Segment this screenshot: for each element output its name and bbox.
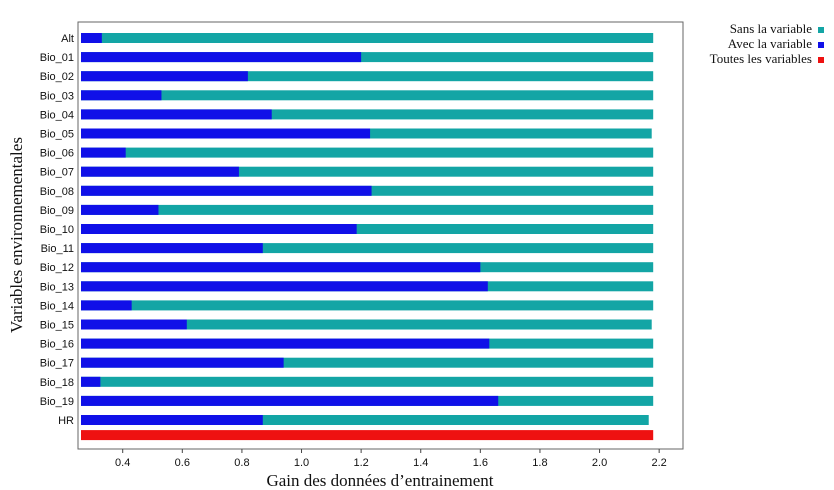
legend-swatch-avec: [818, 42, 824, 48]
bar-avec-bio-16: [81, 338, 490, 349]
x-tick-label: 2.2: [652, 457, 667, 469]
legend-label-avec: Avec la variable: [728, 36, 812, 51]
y-tick-label: Bio_17: [40, 358, 74, 370]
y-tick-label: Bio_18: [40, 377, 74, 389]
bar-avec-bio-18: [81, 376, 101, 387]
bar-avec-bio-11: [81, 243, 263, 254]
bar-avec-alt: [81, 33, 102, 43]
bar-avec-hr: [81, 415, 263, 425]
y-tick-labels: Alt Bio_01 Bio_02 Bio_03 Bio_04 Bio_05 Bio_06 B…: [40, 33, 74, 427]
y-tick-label: Bio_14: [40, 300, 74, 312]
bar-sans-bio-06: [81, 147, 654, 158]
bar-sans-bio-04: [81, 109, 654, 120]
bar-sans-bio-07: [81, 166, 654, 177]
bar-avec-bio-03: [81, 90, 162, 101]
bar-sans-bio-10: [81, 224, 654, 234]
y-tick-label: Bio_11: [41, 243, 74, 255]
bar-sans-bio-15: [81, 319, 652, 330]
y-tick-label: Bio_01: [40, 52, 74, 64]
bar-sans-bio-02: [81, 71, 654, 82]
y-tick-label: Bio_06: [40, 148, 74, 160]
y-tick-label: Bio_19: [40, 396, 74, 408]
x-tick-label: 0.4: [115, 457, 130, 469]
bar-avec-bio-17: [81, 357, 284, 368]
bar-sans-bio-09: [81, 204, 654, 215]
x-tick-label: 1.4: [413, 457, 428, 469]
y-tick-label: Bio_05: [40, 129, 74, 141]
y-tick-label: Bio_03: [40, 90, 74, 102]
y-tick-label: Bio_07: [40, 167, 74, 179]
y-tick-label: Alt: [61, 33, 74, 45]
x-axis-title: Gain des données d’entrainement: [266, 471, 493, 490]
x-tick-label: 1.2: [353, 457, 368, 469]
legend-swatch-toutes: [818, 57, 824, 63]
bar-avec-bio-08: [81, 185, 372, 196]
bar-avec-bio-19: [81, 395, 499, 406]
legend-label-sans: Sans la variable: [730, 21, 813, 36]
bar-avec-bio-12: [81, 262, 481, 273]
x-tick-label: 0.6: [175, 457, 190, 469]
bar-avec-bio-05: [81, 128, 371, 139]
y-tick-label: Bio_13: [40, 281, 74, 293]
legend-label-toutes: Toutes les variables: [710, 51, 812, 66]
bar-avec-bio-02: [81, 71, 248, 82]
bar-sans-bio-18: [81, 376, 654, 387]
y-tick-label: Bio_02: [40, 71, 74, 83]
bar-sans-hr: [81, 415, 649, 425]
y-tick-label: Bio_16: [40, 339, 74, 351]
bar-sans-bio-01: [81, 52, 654, 63]
y-tick-label: HR: [58, 415, 74, 427]
y-tick-label: Bio_09: [40, 205, 74, 217]
bar-avec-bio-04: [81, 109, 272, 120]
legend-swatch-sans: [818, 27, 824, 33]
y-tick-label: Bio_15: [40, 320, 74, 332]
bar-avec-bio-01: [81, 52, 362, 63]
bar-sans-bio-11: [81, 243, 654, 254]
bar-avec-bio-07: [81, 166, 239, 177]
y-axis-title: Variables environnementales: [7, 137, 26, 333]
x-tick-labels: 0.4 0.6 0.8 1.0 1.2 1.4 1.6 1.8 2.0 2.2: [115, 449, 667, 469]
bar-avec-bio-09: [81, 204, 159, 215]
legend: Sans la variable Avec la variable Toutes…: [710, 21, 824, 66]
y-tick-label: Bio_12: [40, 262, 74, 274]
bar-avec-bio-14: [81, 300, 132, 311]
x-tick-label: 2.0: [592, 457, 607, 469]
x-tick-label: 0.8: [234, 457, 249, 469]
x-tick-label: 1.0: [294, 457, 309, 469]
bar-avec-bio-10: [81, 224, 357, 234]
y-tick-label: Bio_04: [40, 109, 74, 121]
y-tick-label: Bio_08: [40, 186, 74, 198]
bar-avec-bio-13: [81, 281, 488, 292]
bar-sans-alt: [81, 33, 654, 43]
bars-layer: [81, 33, 654, 441]
bar-avec-bio-06: [81, 147, 126, 158]
bar-sans-bio-14: [81, 300, 654, 311]
bar-sans-bio-17: [81, 357, 654, 368]
x-tick-label: 1.6: [473, 457, 488, 469]
x-tick-label: 1.8: [532, 457, 547, 469]
bar-toutes-les-variables: [81, 430, 654, 441]
bar-avec-bio-15: [81, 319, 187, 330]
bar-sans-bio-03: [81, 90, 654, 101]
y-tick-label: Bio_10: [40, 224, 74, 236]
